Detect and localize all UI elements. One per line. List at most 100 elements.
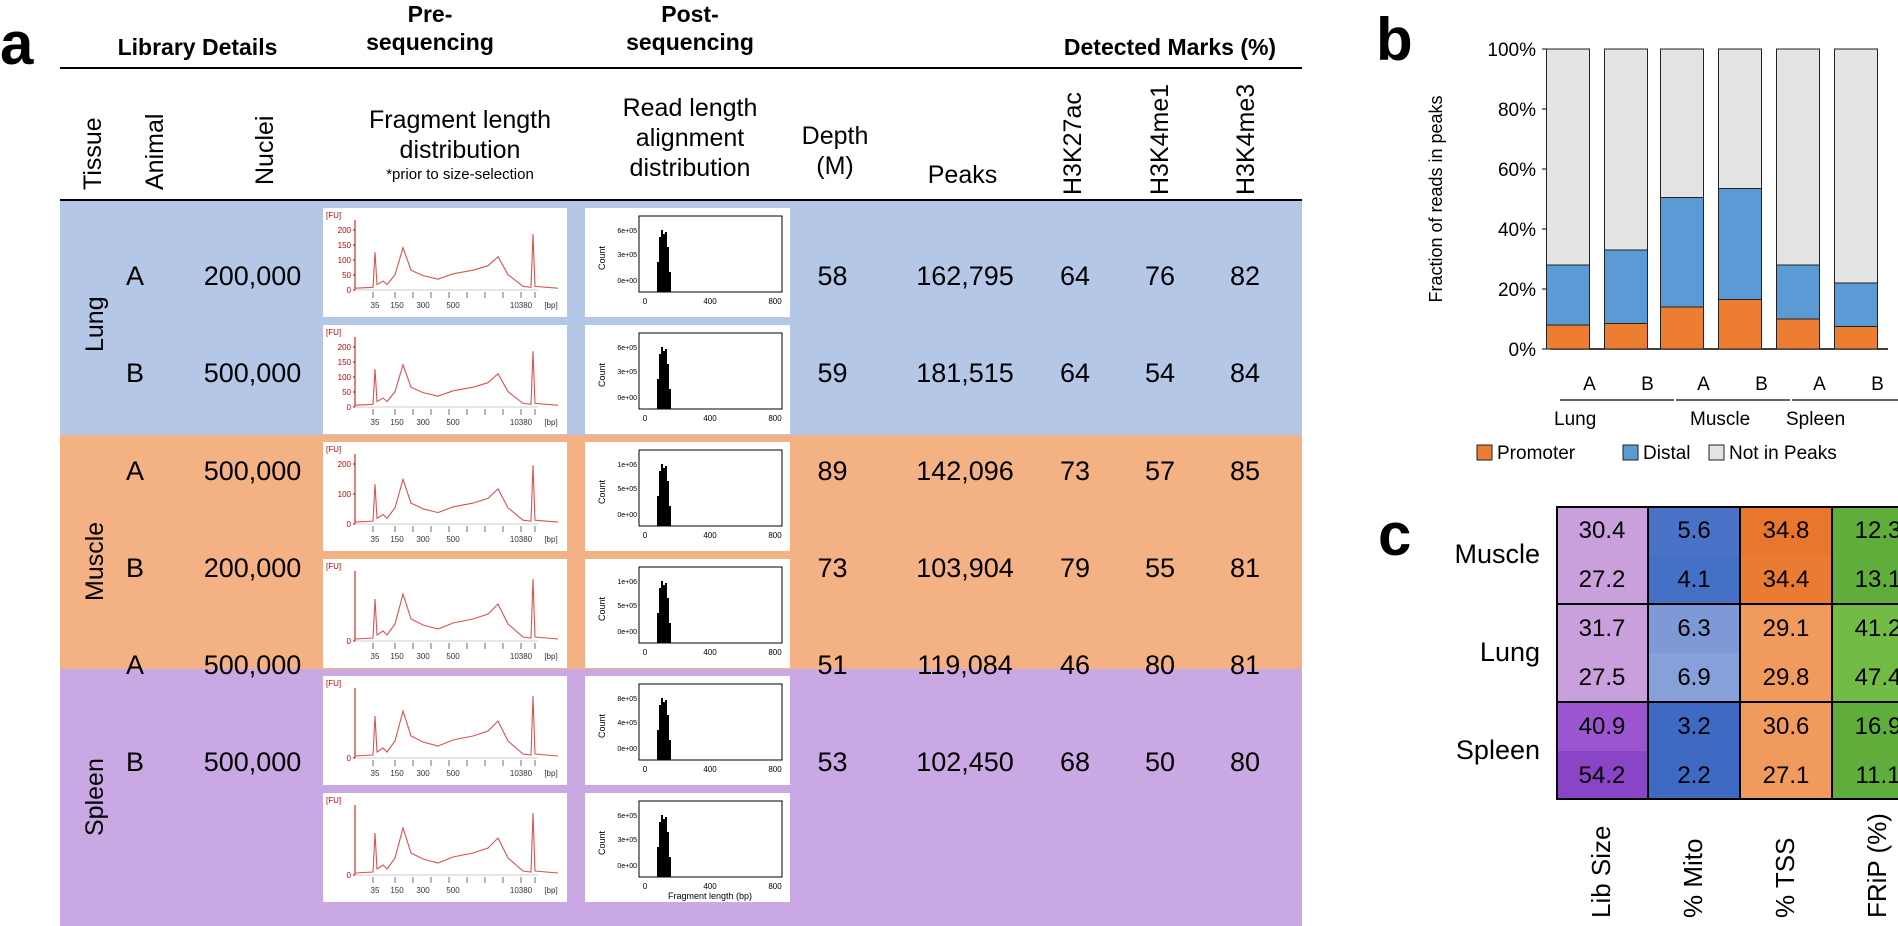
readlen-tick-label: 400: [703, 648, 717, 657]
col-header-h3k4me3: H3K4me3: [1232, 83, 1260, 195]
fu-label: [FU]: [326, 679, 341, 688]
bp-tick-label: 500: [446, 535, 460, 544]
heatmap-row-divider: [1556, 603, 1898, 605]
cell-h3k4me3: 82: [1229, 261, 1261, 291]
panel-b-label: b: [1376, 6, 1413, 73]
heatmap-cell: 29.8: [1740, 653, 1832, 702]
count-tick-label: 3e+05: [617, 369, 637, 376]
cell-peaks: 181,515: [916, 358, 1014, 388]
cell-animal: A: [125, 650, 144, 680]
bp-tick-label: 10380: [510, 301, 533, 310]
readlen-tick-label: 0: [643, 765, 648, 774]
bar-segment-promoter: [1718, 299, 1762, 350]
panel-c-label: c: [1378, 501, 1412, 568]
heatmap-cell: 34.4: [1740, 555, 1832, 604]
bp-tick-label: 10380: [510, 886, 533, 895]
count-label: Count: [597, 363, 607, 388]
bar-segment-distal: [1546, 264, 1590, 326]
count-label: Count: [597, 246, 607, 271]
hist-bar: [661, 815, 663, 877]
readlen-tick-label: 400: [703, 765, 717, 774]
cell-h3k27ac: 64: [1059, 358, 1091, 388]
bp-tick-label: 150: [390, 886, 404, 895]
hist-bar: [667, 364, 669, 409]
fragment-trace: [354, 812, 559, 874]
header-bottom-rule: [60, 199, 1302, 201]
fragment-length-plot: [FU] 200 150 100 50 0 35 150 300 500 10380 [bp]: [323, 325, 567, 434]
heatmap-cell: 12.3: [1832, 506, 1898, 555]
bp-tick-label: 300: [416, 301, 430, 310]
bar-segment-promoter: [1660, 306, 1704, 350]
count-tick-label: 5e+05: [617, 486, 637, 493]
hist-bar: [663, 702, 665, 760]
bar-segment-promoter: [1834, 326, 1878, 350]
heatmap-cell: 40.9: [1556, 702, 1648, 751]
cell-nuclei: 200,000: [203, 261, 302, 291]
bp-label: [bp]: [544, 769, 557, 778]
hist-bar: [663, 351, 665, 409]
cell-peaks: 119,084: [917, 650, 1013, 680]
fu-tick-label: 100: [338, 373, 352, 382]
hist-bar: [663, 234, 665, 292]
readlen-tick-label: 0: [643, 414, 648, 423]
heatmap-cell: 54.2: [1556, 751, 1648, 800]
heatmap-cell: 47.4: [1832, 653, 1898, 702]
bar-segment-not-in-peaks: [1718, 48, 1762, 189]
bp-label: [bp]: [544, 418, 557, 427]
fu-tick-label: 0: [347, 871, 352, 880]
readlen-tick-label: 400: [703, 297, 717, 306]
cell-depth: 53: [817, 747, 848, 777]
bp-tick-label: 10380: [510, 769, 533, 778]
bp-tick-label: 150: [390, 418, 404, 427]
count-tick-label: 6e+05: [617, 345, 637, 352]
group-label: Spleen: [1786, 409, 1845, 430]
hist-bar: [665, 466, 667, 526]
cell-h3k4me3: 81: [1229, 650, 1261, 680]
cell-animal: B: [125, 358, 144, 388]
x-tick-label: A: [1813, 374, 1826, 395]
hist-bar: [663, 585, 665, 643]
bp-tick-label: 10380: [510, 418, 533, 427]
group-header-post: Post- sequencing: [626, 1, 754, 55]
heatmap-cell: 6.3: [1648, 604, 1740, 653]
readlen-frame: [638, 449, 783, 527]
count-tick-label: 0e+00: [617, 863, 637, 870]
bp-tick-label: 500: [446, 652, 460, 661]
col-header-h3k27ac: H3K27ac: [1059, 92, 1087, 195]
cell-peaks: 102,450: [916, 747, 1014, 777]
group-label: Lung: [1554, 409, 1596, 430]
readlen-tick-label: 0: [643, 648, 648, 657]
heatmap-cell: 41.2: [1832, 604, 1898, 653]
cell-h3k4me1: 55: [1144, 553, 1176, 583]
count-tick-label: 4e+05: [617, 720, 637, 727]
heatmap-row-divider: [1556, 701, 1898, 703]
read-length-plot: Count 1e+06 5e+05 0e+00 0 400 800: [585, 559, 790, 668]
bar-segment-not-in-peaks: [1604, 48, 1648, 251]
group-header-marks: Detected Marks (%): [1063, 34, 1277, 60]
fragment-trace: [354, 578, 559, 640]
cell-depth: 58: [817, 261, 848, 291]
bp-tick-label: 300: [416, 886, 430, 895]
hist-bar: [657, 496, 659, 526]
bp-tick-label: 35: [371, 886, 380, 895]
col-header-fragment: Fragment length distribution *prior to s…: [330, 105, 590, 185]
cell-h3k27ac: 64: [1059, 261, 1091, 291]
heatmap-border: [1556, 506, 1898, 800]
heatmap-row-label: Muscle: [1454, 539, 1540, 569]
panel-a-label: a: [0, 10, 34, 77]
readlen-frame: [638, 800, 783, 878]
readlen-tick-label: 800: [768, 414, 782, 423]
heatmap-cell: 34.8: [1740, 506, 1832, 555]
read-length-plot: Count 6e+05 3e+05 0e+00 0 400 800 Fragment leng…: [585, 793, 790, 902]
heatmap-row-label: Lung: [1479, 637, 1540, 667]
cell-peaks: 142,096: [916, 456, 1014, 486]
readlen-tick-label: 800: [768, 648, 782, 657]
legend-swatch: [1476, 444, 1493, 461]
count-label: Count: [597, 597, 607, 622]
hist-bar: [661, 347, 663, 409]
fu-label: [FU]: [326, 328, 341, 337]
cell-depth: 73: [817, 553, 848, 583]
heatmap-col-divider: [1647, 506, 1649, 800]
bar-segment-not-in-peaks: [1776, 48, 1820, 266]
fu-tick-label: 0: [347, 403, 352, 412]
